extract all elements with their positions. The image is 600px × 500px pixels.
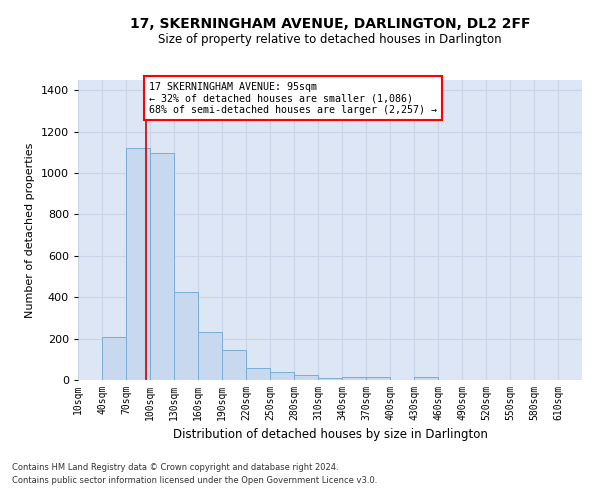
Bar	[318, 378, 342, 380]
Y-axis label: Number of detached properties: Number of detached properties	[25, 142, 35, 318]
Bar	[246, 368, 270, 380]
Bar	[270, 372, 294, 380]
Bar	[294, 375, 318, 380]
Bar	[126, 148, 150, 380]
Bar	[342, 377, 366, 380]
Text: Contains HM Land Registry data © Crown copyright and database right 2024.: Contains HM Land Registry data © Crown c…	[12, 464, 338, 472]
Text: Size of property relative to detached houses in Darlington: Size of property relative to detached ho…	[158, 32, 502, 46]
Bar	[174, 292, 198, 380]
Bar	[150, 154, 174, 380]
Bar	[102, 336, 126, 380]
X-axis label: Distribution of detached houses by size in Darlington: Distribution of detached houses by size …	[173, 428, 487, 442]
Text: 17 SKERNINGHAM AVENUE: 95sqm
← 32% of detached houses are smaller (1,086)
68% of: 17 SKERNINGHAM AVENUE: 95sqm ← 32% of de…	[149, 82, 437, 114]
Text: 17, SKERNINGHAM AVENUE, DARLINGTON, DL2 2FF: 17, SKERNINGHAM AVENUE, DARLINGTON, DL2 …	[130, 18, 530, 32]
Bar	[198, 332, 222, 380]
Bar	[222, 350, 246, 380]
Bar	[414, 377, 438, 380]
Bar	[366, 377, 390, 380]
Text: Contains public sector information licensed under the Open Government Licence v3: Contains public sector information licen…	[12, 476, 377, 485]
